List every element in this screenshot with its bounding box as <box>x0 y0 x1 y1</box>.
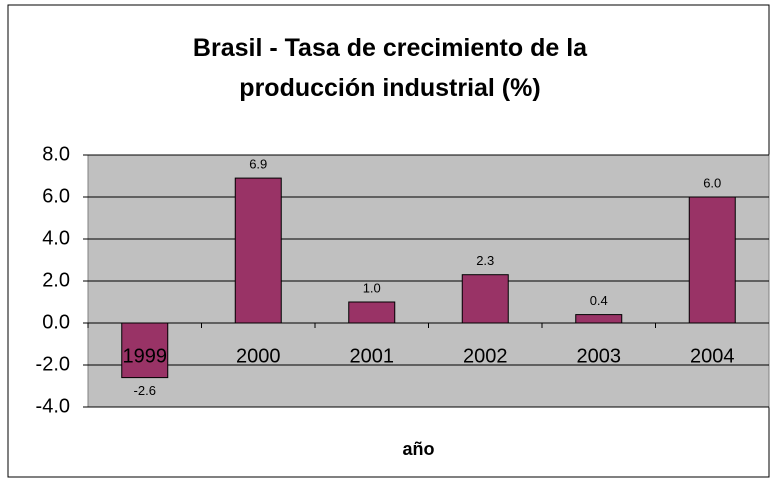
y-tick-label: 4.0 <box>42 227 70 249</box>
x-tick-label: 2003 <box>577 345 622 367</box>
data-label: 6.0 <box>703 175 721 190</box>
data-label: 1.0 <box>363 280 381 295</box>
data-label: 2.3 <box>476 253 494 268</box>
x-tick-label: 2000 <box>236 345 281 367</box>
y-tick-label: 8.0 <box>42 143 70 165</box>
x-axis-label: año <box>402 439 434 459</box>
chart-title: Brasil - Tasa de crecimiento de la produ… <box>192 34 588 102</box>
x-tick-label: 2001 <box>350 345 395 367</box>
y-tick-label: -2.0 <box>36 353 70 375</box>
data-label: 6.9 <box>249 157 267 172</box>
bar <box>234 177 282 324</box>
y-tick-label: 0.0 <box>42 311 70 333</box>
bar <box>575 314 623 324</box>
bar <box>688 196 736 324</box>
x-tick-label: 2004 <box>690 345 735 367</box>
y-tick-label: 2.0 <box>42 269 70 291</box>
bar <box>461 274 509 324</box>
x-tick-label: 2002 <box>463 345 508 367</box>
data-label: 0.4 <box>590 293 608 308</box>
data-label: -2.6 <box>134 383 156 398</box>
bar <box>121 322 169 379</box>
y-tick-label: 6.0 <box>42 185 70 207</box>
bar <box>348 301 396 324</box>
x-tick-label: 1999 <box>123 345 168 367</box>
y-tick-label: -4.0 <box>36 395 70 417</box>
